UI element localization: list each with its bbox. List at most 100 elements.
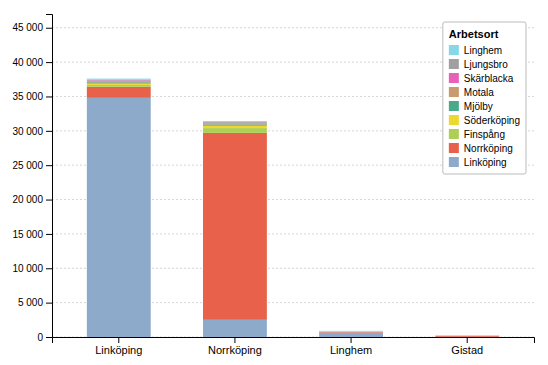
bar <box>87 85 151 87</box>
bar <box>87 98 151 337</box>
y-tick: 20 000 <box>12 194 52 205</box>
bar <box>203 126 267 128</box>
x-tick-mark <box>467 337 468 343</box>
y-tick-label: 5 000 <box>18 297 43 308</box>
legend-label: Mjölby <box>464 101 493 112</box>
bar <box>319 331 383 332</box>
legend-swatch <box>449 59 459 69</box>
legend-swatch <box>449 73 459 83</box>
y-tick-mark <box>46 28 52 29</box>
chart: Linköping Norrköping Linghem Gistad 0 5 000 10… <box>0 0 548 365</box>
y-tick-label: 0 <box>37 332 43 343</box>
bar <box>435 335 499 336</box>
legend: Arbetsort Linghem Ljungsbro Skärblacka Motal… <box>443 22 526 174</box>
y-tick-mark <box>46 234 52 235</box>
bar <box>435 336 499 337</box>
legend-frame <box>443 22 526 174</box>
x-tick: Linghem <box>330 337 372 356</box>
y-tick: 35 000 <box>12 91 52 102</box>
x-tick-mark <box>118 337 119 343</box>
bar <box>319 331 383 332</box>
x-axis-line <box>53 338 535 344</box>
x-axis: Linköping Norrköping Linghem Gistad <box>53 337 535 356</box>
bar <box>435 335 499 336</box>
bar <box>203 121 267 123</box>
x-tick-label: Norrköping <box>208 344 262 356</box>
x-tick-label: Linköping <box>95 344 142 356</box>
legend-label: Norrköping <box>464 143 513 154</box>
bar <box>319 331 383 333</box>
legend-item: Mjölby <box>449 101 493 112</box>
bar <box>435 335 499 336</box>
series <box>87 87 499 337</box>
y-tick: 25 000 <box>12 160 52 171</box>
x-tick-label: Linghem <box>330 344 372 356</box>
series <box>87 79 499 336</box>
bar <box>319 331 383 332</box>
legend-item: Linghem <box>449 45 502 56</box>
legend-swatch <box>449 143 459 153</box>
legend-label: Skärblacka <box>464 73 514 84</box>
bar <box>319 331 383 332</box>
series <box>87 98 499 337</box>
x-tick-label: Gistad <box>451 344 483 356</box>
bar <box>435 335 499 336</box>
series <box>87 81 499 335</box>
legend-item: Ljungsbro <box>449 59 508 70</box>
y-tick: 10 000 <box>12 263 52 274</box>
bar <box>435 335 499 336</box>
y-tick-label: 30 000 <box>12 126 43 137</box>
bar <box>203 123 267 125</box>
bar <box>319 333 383 337</box>
y-tick-mark <box>46 131 52 132</box>
bar <box>87 78 151 80</box>
legend-swatch <box>449 45 459 55</box>
bar <box>87 80 151 82</box>
y-tick-mark <box>46 96 52 97</box>
y-tick-mark <box>46 165 52 166</box>
y-tick-mark <box>46 337 52 338</box>
series <box>87 79 499 335</box>
y-tick-mark <box>46 62 52 63</box>
y-tick-label: 10 000 <box>12 263 43 274</box>
bar <box>87 84 151 85</box>
y-tick-label: 20 000 <box>12 194 43 205</box>
legend-label: Söderköping <box>464 115 520 126</box>
legend-item: Finspång <box>449 129 505 140</box>
legend-swatch <box>449 115 459 125</box>
y-tick-label: 45 000 <box>12 22 43 33</box>
series <box>87 80 499 335</box>
legend-swatch <box>449 87 459 97</box>
y-tick-mark <box>46 268 52 269</box>
y-tick: 0 <box>37 332 52 343</box>
bar <box>319 330 383 332</box>
y-tick: 45 000 <box>12 22 52 33</box>
legend-item: Motala <box>449 87 494 98</box>
y-tick-mark <box>46 303 52 304</box>
legend-label: Motala <box>464 87 494 98</box>
bar <box>319 331 383 332</box>
bar <box>87 81 151 82</box>
y-tick: 30 000 <box>12 126 52 137</box>
x-tick-mark <box>351 337 352 343</box>
bar <box>203 122 267 124</box>
series <box>87 84 499 336</box>
legend-item: Söderköping <box>449 115 520 126</box>
legend-label: Linköping <box>464 157 507 168</box>
y-tick: 15 000 <box>12 229 52 240</box>
bar <box>203 133 267 320</box>
bar <box>435 335 499 336</box>
bar <box>203 320 267 337</box>
bar <box>435 336 499 337</box>
legend-title: Arbetsort <box>449 28 499 40</box>
x-tick-mark <box>234 337 235 343</box>
y-tick-label: 40 000 <box>12 57 43 68</box>
x-tick: Gistad <box>451 337 483 356</box>
legend-item: Norrköping <box>449 143 513 154</box>
y-tick-label: 25 000 <box>12 160 43 171</box>
legend-label: Ljungsbro <box>464 59 508 70</box>
y-tick: 5 000 <box>18 297 52 308</box>
bar <box>87 87 151 98</box>
bar <box>87 82 151 83</box>
x-tick: Norrköping <box>208 337 262 356</box>
